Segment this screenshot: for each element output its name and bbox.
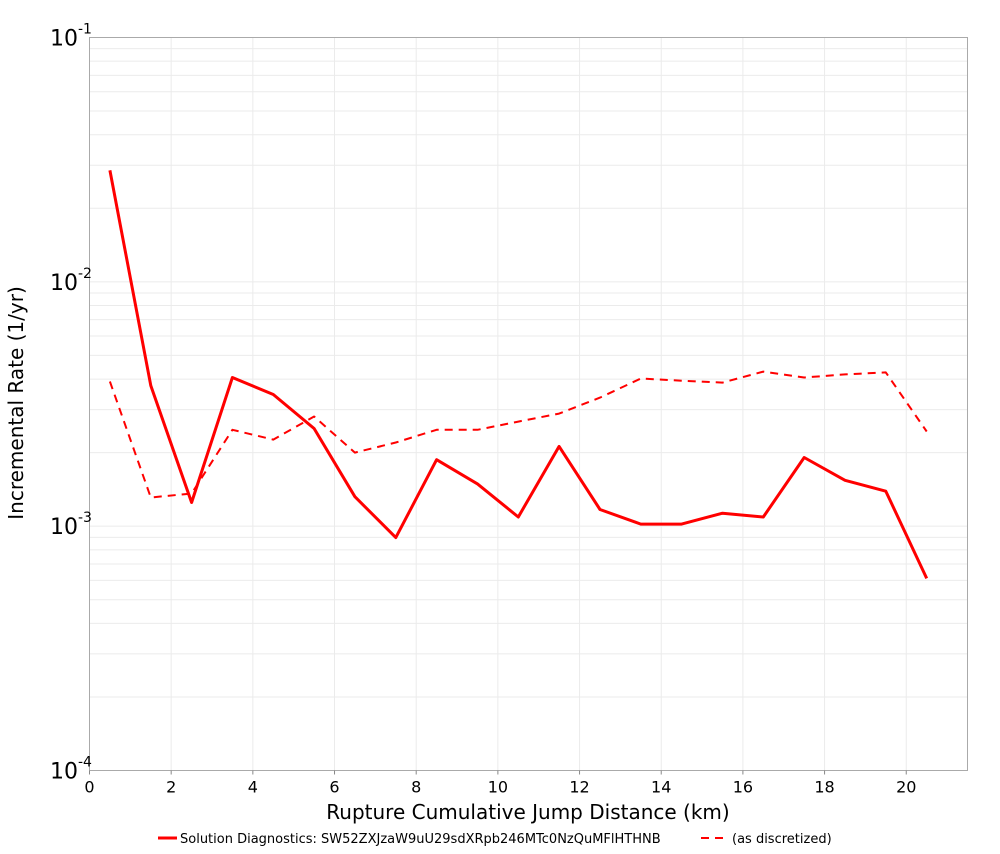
x-tick-label: 20 <box>896 778 916 797</box>
x-tick-label: 16 <box>733 778 753 797</box>
x-tick-label: 2 <box>166 778 176 797</box>
legend: Solution Diagnostics: SW52ZXJzaW9uU29sdX… <box>158 832 832 847</box>
y-tick-base: 10 <box>50 515 78 540</box>
series-line-solution <box>108 170 929 580</box>
y-tick-base: 10 <box>50 760 78 785</box>
x-tick-label: 18 <box>814 778 834 797</box>
x-axis: 0 2 4 6 8 10 12 14 16 18 20 <box>84 770 916 797</box>
grid <box>89 37 968 771</box>
y-tick-label: 10-3 <box>50 510 92 540</box>
y-tick-label: 10-2 <box>50 266 92 296</box>
x-tick-label: 12 <box>569 778 589 797</box>
legend-label-solution: Solution Diagnostics: SW52ZXJzaW9uU29sdX… <box>180 832 661 847</box>
x-tick-label: 10 <box>488 778 508 797</box>
plot-area-border <box>89 37 968 771</box>
y-tick-label: 10-4 <box>50 755 92 785</box>
series-lines <box>108 170 929 580</box>
x-tick-label: 6 <box>329 778 339 797</box>
y-axis: 10-410-310-210-1 <box>50 22 92 785</box>
y-tick-exponent: -4 <box>78 755 92 771</box>
x-tick-label: 14 <box>651 778 671 797</box>
y-tick-exponent: -2 <box>78 266 92 282</box>
series-line-discretized <box>108 370 928 499</box>
y-tick-base: 10 <box>50 27 78 52</box>
x-tick-label: 0 <box>84 778 94 797</box>
y-tick-exponent: -1 <box>78 22 92 38</box>
x-axis-label: Rupture Cumulative Jump Distance (km) <box>326 800 729 824</box>
x-tick-label: 8 <box>411 778 421 797</box>
legend-label-discretized: (as discretized) <box>732 832 832 847</box>
y-tick-exponent: -3 <box>78 510 92 526</box>
y-tick-base: 10 <box>50 271 78 296</box>
y-tick-label: 10-1 <box>50 22 92 52</box>
x-tick-label: 4 <box>248 778 258 797</box>
y-axis-label: Incremental Rate (1/yr) <box>4 286 28 519</box>
